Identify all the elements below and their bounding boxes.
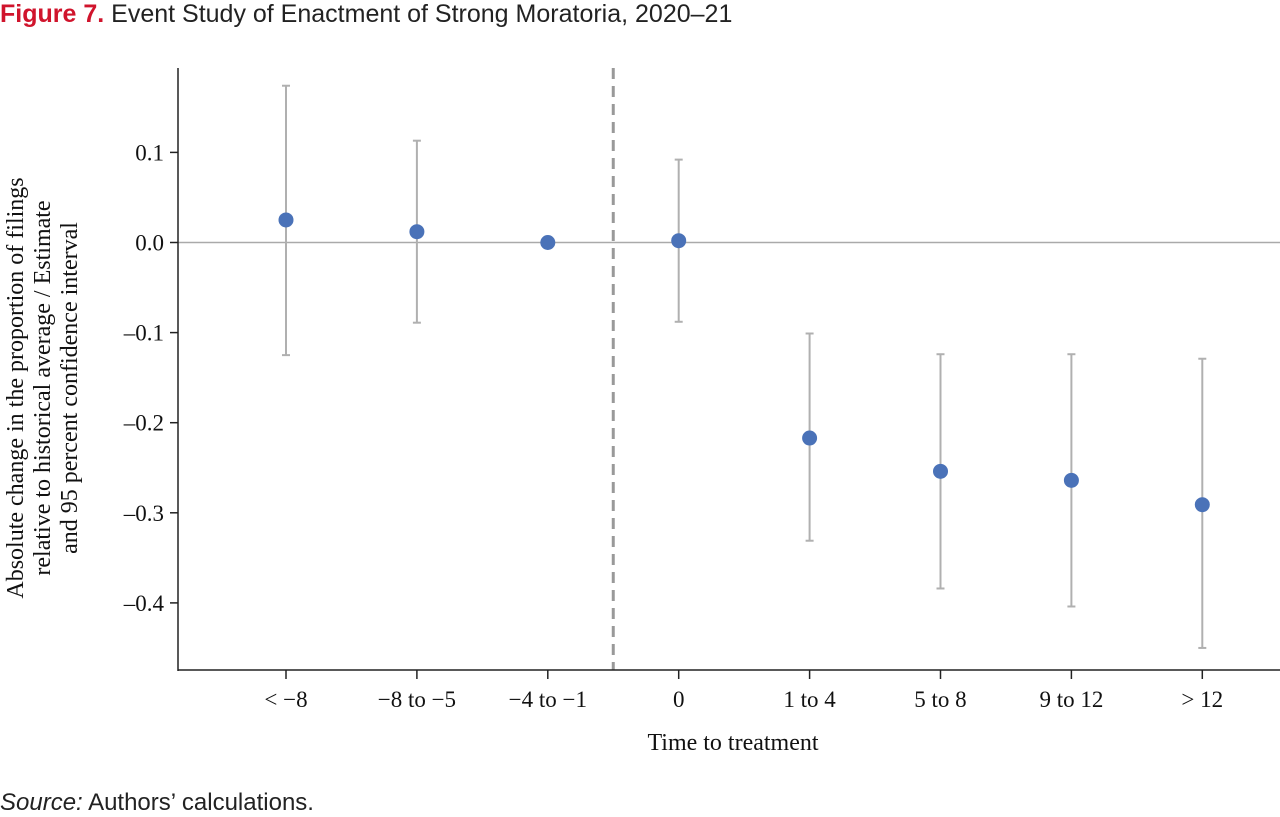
x-tick-label: 1 to 4	[783, 687, 836, 712]
estimate-point	[409, 224, 425, 240]
x-tick-label: < −8	[264, 687, 307, 712]
x-tick-label: 9 to 12	[1039, 687, 1103, 712]
y-axis-title-line-3: and 95 percent confidence interval	[57, 222, 83, 554]
source-text: Authors’ calculations.	[88, 789, 314, 816]
y-tick-label: –0.2	[123, 411, 164, 436]
source-label: Source:	[0, 789, 83, 816]
figure-title: Figure 7. Event Study of Enactment of St…	[0, 0, 732, 29]
estimate-point	[1063, 472, 1079, 488]
figure-label: Figure 7.	[0, 0, 105, 28]
y-tick-label: 0.1	[135, 140, 164, 165]
y-axis-title: Absolute change in the proportion of fil…	[3, 177, 83, 598]
y-tick-label: –0.4	[123, 591, 165, 616]
x-tick-label: −8 to −5	[378, 687, 456, 712]
source-note: Source: Authors’ calculations.	[0, 789, 314, 817]
plot-area: 0.1 0.0 –0.1 –0.2 –0.3 –0.4 < −8 −8 to −5 −4 to …	[123, 68, 1280, 712]
y-tick-label: –0.3	[123, 501, 164, 526]
x-axis-title: Time to treatment	[647, 730, 818, 756]
y-tick-label: 0.0	[135, 231, 164, 256]
estimate-point	[540, 235, 556, 250]
estimate-point	[671, 233, 687, 249]
y-axis-title-line-1: Absolute change in the proportion of fil…	[3, 177, 29, 598]
x-tick-label: > 12	[1181, 687, 1223, 712]
estimate-point	[933, 463, 948, 479]
x-tick-label: −4 to −1	[509, 687, 587, 712]
estimate-point	[802, 430, 818, 446]
y-axis-title-line-2: relative to historical average / Estimat…	[30, 200, 56, 575]
estimate-point	[1194, 497, 1210, 513]
x-tick-label: 5 to 8	[914, 687, 966, 712]
x-tick-label: 0	[673, 687, 685, 712]
estimate-point	[278, 212, 294, 228]
y-tick-label: –0.1	[123, 321, 164, 346]
figure-title-text: Event Study of Enactment of Strong Morat…	[111, 0, 733, 28]
